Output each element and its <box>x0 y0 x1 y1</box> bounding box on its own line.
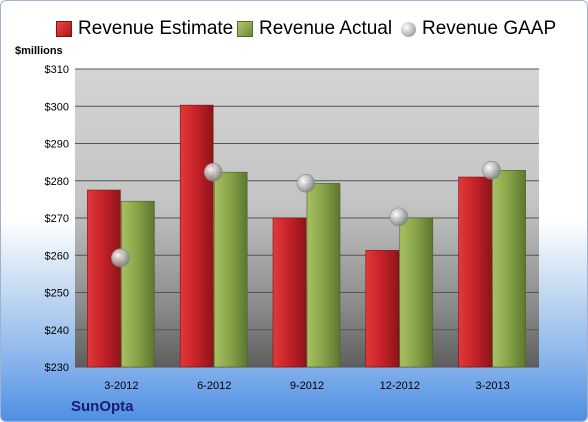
y-tick-label: $270 <box>45 213 69 225</box>
y-axis-unit-label: $millions <box>15 45 63 57</box>
marker-revenue-gaap <box>203 162 223 182</box>
marker-revenue-gaap <box>296 174 316 193</box>
bar-revenue-actual <box>492 170 526 368</box>
x-tick-label: 3-2012 <box>104 380 138 392</box>
x-tick-label: 6-2012 <box>197 380 231 392</box>
bar-revenue-actual <box>399 217 434 368</box>
bars <box>87 104 526 368</box>
x-tick-label: 9-2012 <box>290 380 324 392</box>
y-tick-label: $290 <box>45 139 69 151</box>
legend-item-gaap: Revenue GAAP <box>401 15 556 43</box>
y-tick-label: $230 <box>45 362 69 374</box>
marker-revenue-gaap <box>482 161 501 180</box>
gaap-markers <box>111 161 501 268</box>
y-axis-ticks: $230 $240 $250 $260 $270 $280 $290 $300 $310 <box>45 64 69 374</box>
bar-revenue-actual <box>213 171 248 368</box>
company-name: SunOpta <box>71 398 134 415</box>
legend-label-estimate: Revenue Estimate <box>78 18 234 39</box>
bar-revenue-estimate <box>87 189 121 368</box>
legend-swatch-estimate <box>56 21 72 37</box>
bar-revenue-estimate <box>365 250 400 368</box>
x-tick-label: 12-2012 <box>380 380 420 392</box>
legend-item-estimate: Revenue Estimate <box>56 15 233 43</box>
legend: Revenue Estimate Revenue Actual Revenue … <box>1 15 587 43</box>
y-tick-label: $250 <box>45 288 69 300</box>
bar-revenue-estimate <box>272 217 307 368</box>
bar-revenue-actual <box>306 183 341 368</box>
y-tick-label: $260 <box>45 250 69 262</box>
marker-revenue-gaap <box>389 207 409 227</box>
y-tick-label: $310 <box>45 64 69 76</box>
legend-swatch-actual <box>237 21 253 37</box>
legend-marker-gaap <box>401 21 416 37</box>
y-tick-label: $240 <box>45 325 69 337</box>
y-tick-label: $280 <box>45 176 69 188</box>
x-tick-label: 3-2013 <box>475 380 509 392</box>
legend-label-gaap: Revenue GAAP <box>422 18 557 39</box>
x-axis-ticks: 3-2012 6-2012 9-2012 12-2012 3-2013 <box>104 380 509 392</box>
legend-item-actual: Revenue Actual <box>237 15 392 43</box>
bar-revenue-estimate <box>458 176 492 368</box>
y-tick-label: $300 <box>45 101 69 113</box>
marker-revenue-gaap <box>111 248 130 268</box>
bar-revenue-actual <box>121 200 155 368</box>
legend-label-actual: Revenue Actual <box>259 18 393 39</box>
bar-revenue-estimate <box>179 104 214 368</box>
